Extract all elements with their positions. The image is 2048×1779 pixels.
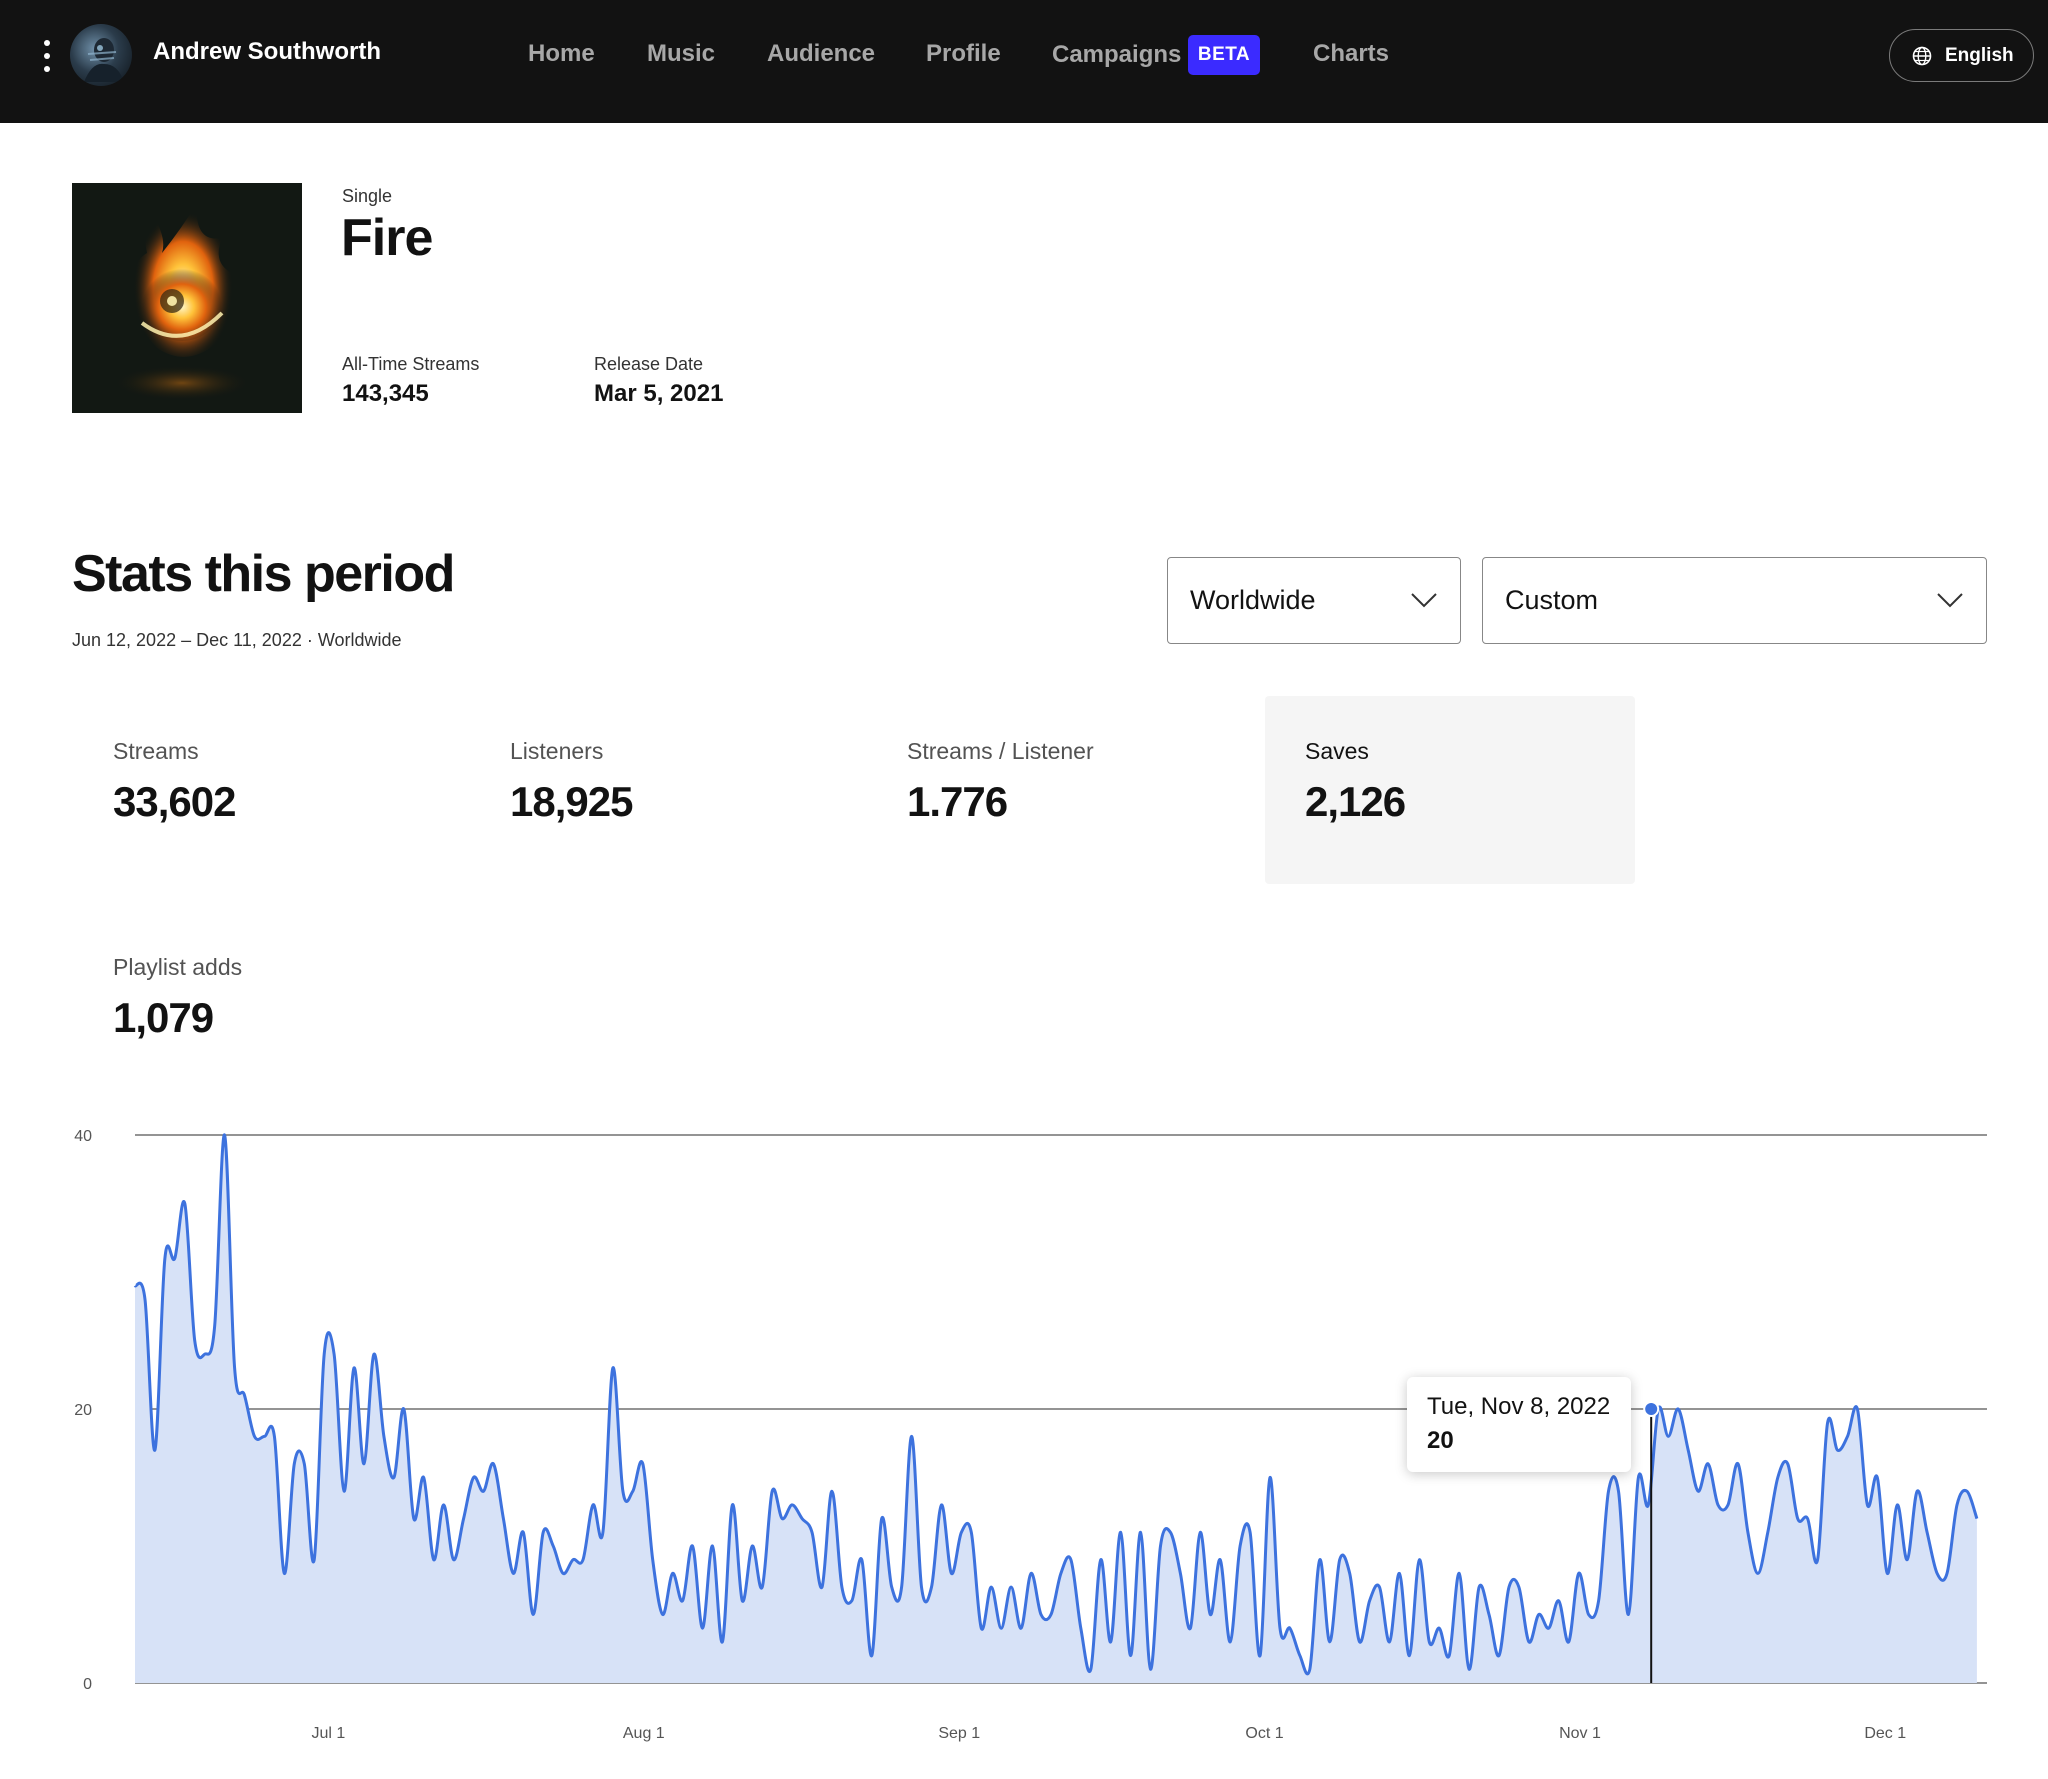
metric-listeners[interactable]: Listeners 18,925 (470, 696, 840, 884)
y-tick-label: 0 (83, 1676, 92, 1693)
region-dropdown-value: Worldwide (1190, 585, 1316, 615)
cover-art (72, 183, 302, 413)
nav-charts[interactable]: Charts (1313, 40, 1390, 67)
y-tick-label: 40 (74, 1128, 92, 1145)
x-tick-label: Nov 1 (1559, 1725, 1601, 1742)
metric-streams-per-listener[interactable]: Streams / Listener 1.776 (867, 696, 1237, 884)
artist-avatar[interactable] (70, 24, 132, 86)
more-menu-icon[interactable] (40, 38, 54, 74)
metric-label: Streams (113, 738, 199, 764)
release-type: Single (342, 186, 393, 206)
release-title: Fire (341, 209, 433, 267)
metric-value: 33,602 (113, 778, 236, 825)
globe-icon (1912, 46, 1932, 66)
period-dropdown-value: Custom (1505, 585, 1599, 615)
metric-streams[interactable]: Streams 33,602 (73, 696, 443, 884)
x-tick-label: Oct 1 (1245, 1725, 1283, 1742)
metric-label: Playlist adds (113, 954, 243, 980)
saves-chart-svg[interactable]: 0 20 40 Jul 1 Aug 1 Sep 1 Oct 1 Nov 1 Dec 1 (0, 1100, 2048, 1779)
artist-name[interactable]: Andrew Southworth (153, 38, 381, 65)
stats-title: Stats this period (72, 545, 455, 603)
saves-chart[interactable]: 0 20 40 Jul 1 Aug 1 Sep 1 Oct 1 Nov 1 Dec 1 (0, 1100, 2048, 1779)
language-label: English (1945, 45, 2014, 66)
tooltip-date: Tue, Nov 8, 2022 (1427, 1393, 1611, 1420)
nav-profile[interactable]: Profile (926, 40, 1001, 67)
metric-label: Saves (1305, 738, 1369, 764)
metric-label: Streams / Listener (907, 738, 1094, 764)
metric-saves[interactable]: Saves 2,126 (1265, 696, 1635, 884)
metric-value: 1.776 (907, 778, 1008, 825)
nav-campaigns[interactable]: Campaigns (1052, 41, 1182, 68)
chevron-down-icon (1937, 593, 1963, 608)
metric-playlist-adds[interactable]: Playlist adds 1,079 (73, 912, 443, 1100)
language-button[interactable]: English (1889, 29, 2034, 82)
stats-date-range: Jun 12, 2022 – Dec 11, 2022 · Worldwide (72, 630, 402, 650)
metric-value: 1,079 (113, 994, 214, 1041)
release-date-value: Mar 5, 2021 (594, 380, 724, 407)
nav-audience[interactable]: Audience (767, 40, 876, 67)
release-date-label: Release Date (594, 354, 704, 374)
chart-tooltip: Tue, Nov 8, 2022 20 (1407, 1377, 1631, 1472)
top-navigation-bar: Andrew Southworth Home Music Audience Pr… (0, 0, 2048, 123)
beta-badge: BETA (1188, 35, 1260, 75)
metric-value: 18,925 (510, 778, 633, 825)
x-tick-label: Aug 1 (623, 1725, 665, 1742)
nav-music[interactable]: Music (647, 40, 716, 67)
metric-label: Listeners (510, 738, 604, 764)
y-tick-label: 20 (74, 1402, 92, 1419)
x-tick-label: Dec 1 (1864, 1725, 1906, 1742)
x-tick-label: Sep 1 (938, 1725, 980, 1742)
region-dropdown[interactable]: Worldwide (1167, 557, 1461, 644)
period-dropdown[interactable]: Custom (1482, 557, 1987, 644)
all-time-streams-value: 143,345 (342, 380, 429, 407)
saves-area-fill (135, 1134, 1977, 1683)
chevron-down-icon (1411, 593, 1437, 608)
hover-point (1643, 1401, 1660, 1417)
metric-value: 2,126 (1305, 778, 1406, 825)
nav-home[interactable]: Home (528, 40, 595, 67)
x-tick-label: Jul 1 (311, 1725, 345, 1742)
saves-series-line (133, 1133, 1979, 1676)
all-time-streams-label: All-Time Streams (342, 354, 480, 374)
tooltip-value: 20 (1427, 1427, 1454, 1454)
